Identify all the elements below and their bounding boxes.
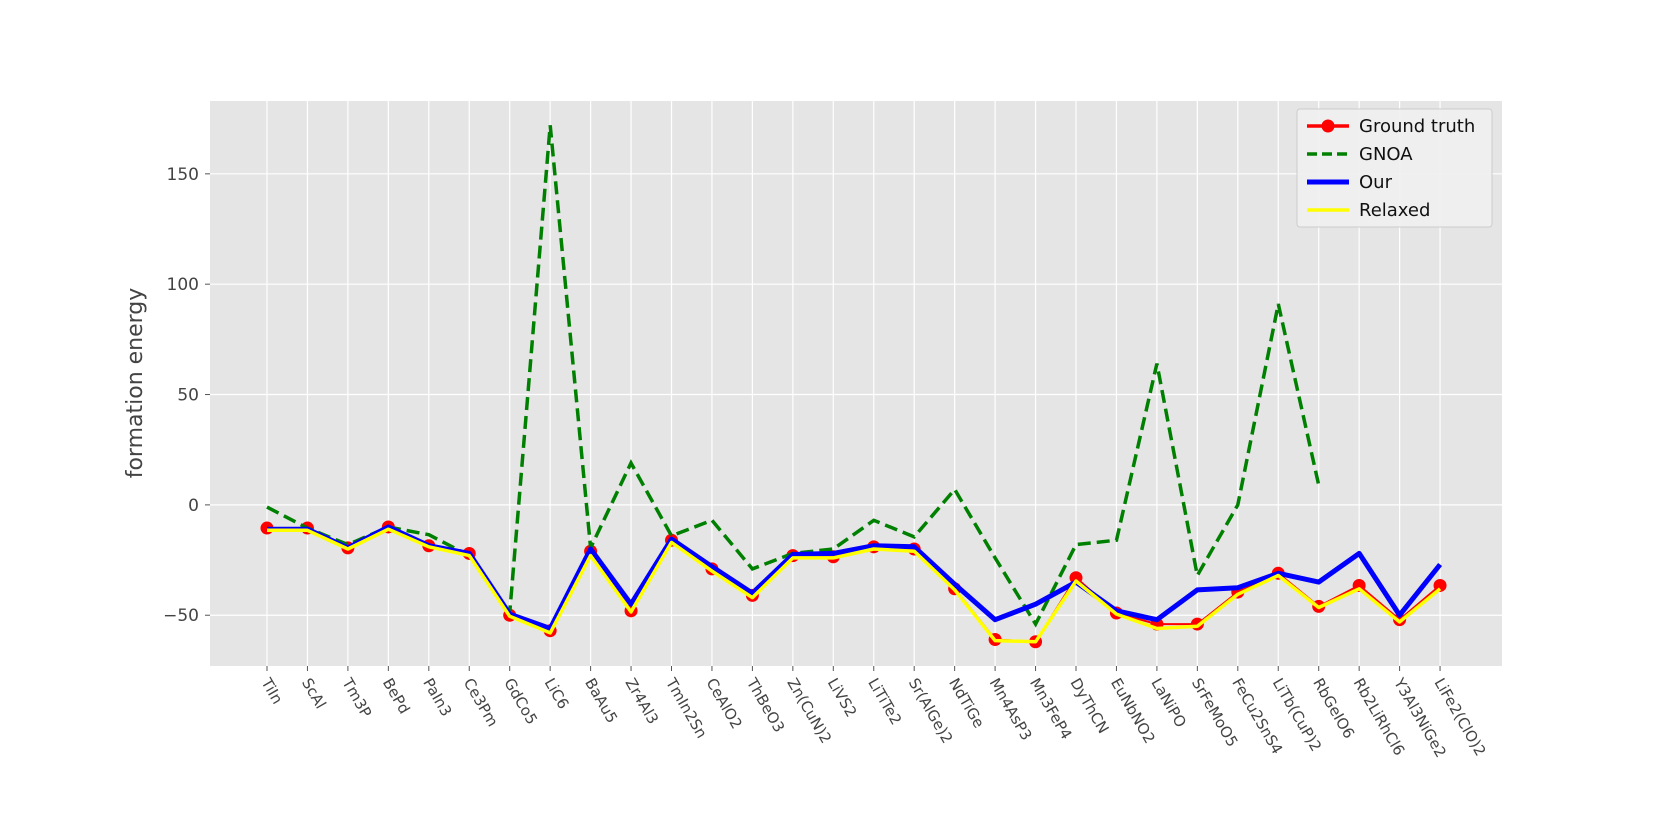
x-tick-label: GdCo5 xyxy=(500,675,541,728)
x-tick-label: TiIn xyxy=(257,674,286,707)
legend-label: Ground truth xyxy=(1359,116,1475,137)
series-layer xyxy=(260,125,1447,649)
y-tick-label: 50 xyxy=(177,386,199,406)
x-tick-label: Zr4Al3 xyxy=(622,675,663,727)
x-tick-label: LaNiPO xyxy=(1147,675,1189,731)
x-tick-label: BaAu5 xyxy=(581,675,621,726)
x-tick-label: LiTiTe2 xyxy=(864,675,905,728)
legend-label: Our xyxy=(1359,172,1393,193)
x-tick-label: LiC6 xyxy=(541,675,573,712)
x-tick-label: DyThCN xyxy=(1067,675,1113,737)
x-tick-label: Tm3P xyxy=(338,674,375,721)
y-axis-ticks: −50 0 50 100 150 xyxy=(163,165,210,626)
y-tick-label: 100 xyxy=(167,275,199,295)
legend-label: GNOA xyxy=(1359,144,1413,165)
x-tick-label: BePd xyxy=(379,675,414,717)
legend: Ground truth GNOA Our Relaxed xyxy=(1296,108,1493,228)
legend-marker xyxy=(1321,119,1335,133)
y-tick-label: 0 xyxy=(188,496,199,516)
x-tick-label: Ce3Pm xyxy=(460,675,502,730)
series-line-relaxed xyxy=(267,527,1442,644)
x-tick-label: NdTiGe xyxy=(945,675,988,731)
series-line-our xyxy=(267,524,1443,631)
legend-label: Relaxed xyxy=(1359,200,1430,221)
y-axis-label: formation energy xyxy=(123,288,148,479)
x-tick-label: CeAlO2 xyxy=(702,675,745,732)
x-tick-label: PaIn3 xyxy=(419,675,455,720)
x-tick-label: ThBeO3 xyxy=(742,674,788,735)
x-tick-label: LiVS2 xyxy=(824,675,861,720)
ground-truth-point xyxy=(1433,578,1447,592)
legend-box xyxy=(1296,108,1493,228)
grid xyxy=(210,101,1502,666)
y-tick-label: −50 xyxy=(163,606,199,626)
y-tick-label: 150 xyxy=(167,165,199,185)
x-tick-label: ScAl xyxy=(298,675,330,712)
ground-truth-point xyxy=(1069,571,1083,585)
plot-background xyxy=(210,101,1502,666)
